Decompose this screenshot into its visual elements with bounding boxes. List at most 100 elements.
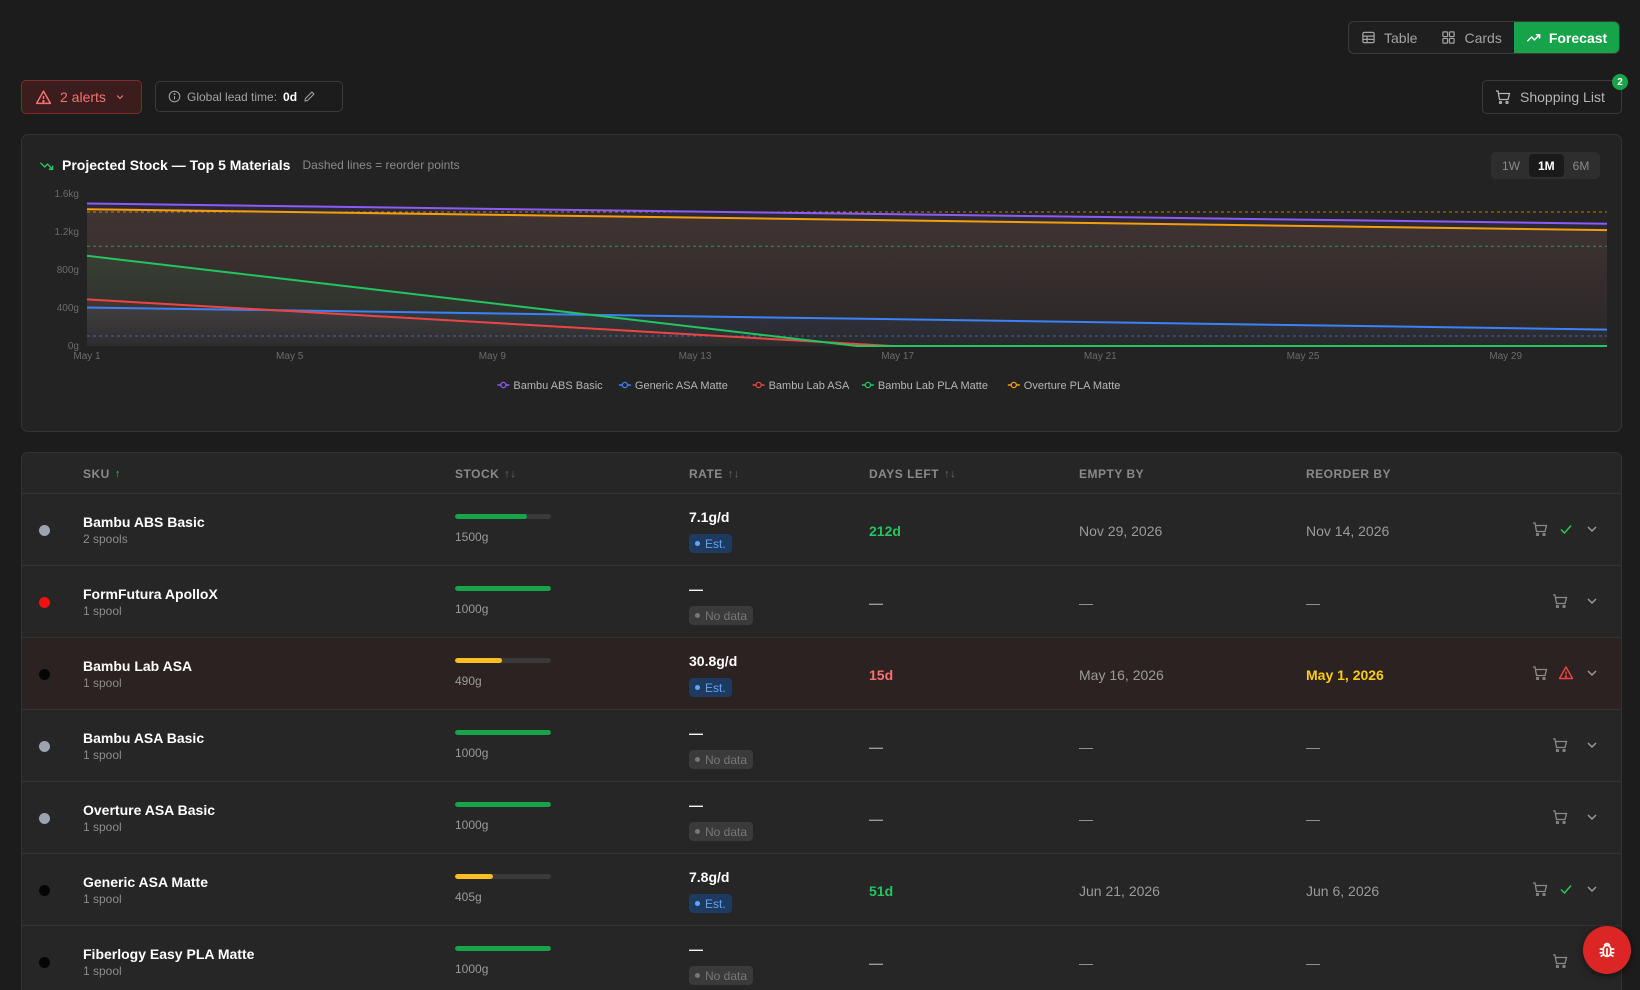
table-row[interactable]: Bambu Lab ASA 1 spool 490g 30.8g/d Est. … bbox=[22, 638, 1621, 710]
legend-label: Generic ASA Matte bbox=[635, 380, 728, 392]
chart-title: Projected Stock — Top 5 Materials bbox=[62, 157, 291, 173]
view-forecast-button[interactable]: Forecast bbox=[1513, 22, 1620, 53]
range-1m-button[interactable]: 1M bbox=[1529, 154, 1564, 177]
forecast-chart-panel: 0g 400g 800g 1.2kg 1.6kg May 1 May 5 May 9 May 1… bbox=[21, 134, 1622, 432]
lead-time-value: 0d bbox=[283, 89, 298, 104]
stock-bar-fill bbox=[455, 802, 551, 807]
chevron-down-icon[interactable] bbox=[1584, 881, 1600, 897]
add-to-cart-icon[interactable] bbox=[1552, 953, 1568, 969]
reorder-by-date: — bbox=[1306, 811, 1320, 827]
rate-value: — bbox=[689, 725, 703, 741]
range-6m-button[interactable]: 6M bbox=[1572, 158, 1590, 173]
chart-range-selector: 1W 1M 6M bbox=[1491, 152, 1601, 179]
stock-bar bbox=[455, 658, 551, 663]
alerts-label: 2 alerts bbox=[60, 89, 106, 105]
stock-bar-fill bbox=[455, 514, 527, 519]
reorder-by-date: May 1, 2026 bbox=[1306, 667, 1384, 683]
add-to-cart-icon[interactable] bbox=[1552, 737, 1568, 753]
days-left: 51d bbox=[869, 883, 894, 899]
table-row[interactable]: Overture ASA Basic 1 spool 1000g — No da… bbox=[22, 782, 1621, 854]
legend-label: Bambu Lab PLA Matte bbox=[878, 380, 988, 392]
empty-by-date: — bbox=[1079, 595, 1093, 611]
add-to-cart-icon[interactable] bbox=[1532, 521, 1548, 537]
rate-tag-label: No data bbox=[705, 824, 748, 839]
table-row[interactable]: Bambu ABS Basic 2 spools 1500g 7.1g/d Es… bbox=[22, 494, 1621, 566]
stock-value: 490g bbox=[455, 674, 482, 688]
x-tick-label: May 5 bbox=[276, 351, 304, 362]
stock-bar-fill bbox=[455, 586, 551, 591]
chevron-down-icon[interactable] bbox=[1584, 593, 1600, 609]
table-row[interactable]: Generic ASA Matte 1 spool 405g 7.8g/d Es… bbox=[22, 854, 1621, 926]
table-row[interactable]: FormFutura ApolloX 1 spool 1000g — No da… bbox=[22, 566, 1621, 638]
add-to-cart-icon[interactable] bbox=[1552, 809, 1568, 825]
range-1w-button[interactable]: 1W bbox=[1502, 158, 1520, 173]
header-rate[interactable]: RATE ↑↓ bbox=[689, 467, 740, 481]
header-empty-by: EMPTY BY bbox=[1079, 467, 1144, 481]
sku-name: Fiberlogy Easy PLA Matte bbox=[83, 946, 255, 962]
sort-asc-icon: ↑ bbox=[114, 468, 121, 480]
reorder-by-date: — bbox=[1306, 739, 1320, 755]
add-to-cart-icon[interactable] bbox=[1552, 593, 1568, 609]
rate-tag-label: Est. bbox=[705, 536, 726, 551]
alerts-dropdown-button[interactable]: 2 alerts bbox=[21, 80, 142, 114]
rate-value: — bbox=[689, 941, 703, 957]
reorder-by-date: — bbox=[1306, 595, 1320, 611]
chevron-down-icon[interactable] bbox=[1584, 521, 1600, 537]
trending-down-icon bbox=[39, 161, 54, 170]
table-header: SKU ↑ STOCK ↑↓ RATE ↑↓ DAYS LEFT ↑↓ EMPTY BY… bbox=[22, 453, 1621, 494]
bug-icon bbox=[1599, 942, 1615, 958]
header-sku[interactable]: SKU ↑ bbox=[83, 467, 121, 481]
chevron-down-icon bbox=[116, 95, 124, 100]
x-tick-label: May 13 bbox=[679, 351, 712, 362]
color-swatch bbox=[39, 741, 50, 752]
table-row[interactable]: Bambu ASA Basic 1 spool 1000g — No data … bbox=[22, 710, 1621, 782]
shopping-list-count-badge: 2 bbox=[1612, 74, 1628, 90]
rate-tag-label: No data bbox=[705, 968, 748, 983]
reorder-by-date: Jun 6, 2026 bbox=[1306, 883, 1380, 899]
chevron-down-icon[interactable] bbox=[1584, 809, 1600, 825]
chevron-down-icon[interactable] bbox=[1584, 665, 1600, 681]
rate-tag: Est. bbox=[689, 678, 732, 697]
rate-value: 7.1g/d bbox=[689, 509, 730, 525]
days-left: — bbox=[869, 955, 883, 971]
trending-up-icon bbox=[1526, 33, 1541, 42]
view-cards-button[interactable]: Cards bbox=[1429, 22, 1513, 53]
cart-icon bbox=[1496, 90, 1511, 105]
x-tick-label: May 17 bbox=[881, 351, 914, 362]
empty-by-date: — bbox=[1079, 739, 1093, 755]
stock-value: 1000g bbox=[455, 602, 489, 616]
series-line bbox=[86, 208, 1608, 232]
stock-bar bbox=[455, 514, 551, 519]
spool-count: 1 spool bbox=[83, 604, 122, 618]
reorder-by-date: — bbox=[1306, 955, 1320, 971]
header-days-left-label: DAYS LEFT bbox=[869, 467, 940, 481]
header-stock[interactable]: STOCK ↑↓ bbox=[455, 467, 516, 481]
rate-tag: No data bbox=[689, 822, 754, 841]
chevron-down-icon[interactable] bbox=[1584, 737, 1600, 753]
series-line bbox=[86, 202, 1608, 225]
table-row[interactable]: Fiberlogy Easy PLA Matte 1 spool 1000g —… bbox=[22, 926, 1621, 990]
add-to-cart-icon[interactable] bbox=[1532, 665, 1548, 681]
legend-label: Bambu Lab ASA bbox=[769, 380, 850, 392]
bug-report-button[interactable] bbox=[1583, 926, 1631, 974]
view-table-button[interactable]: Table bbox=[1349, 22, 1429, 53]
header-reorder-by-label: REORDER BY bbox=[1306, 467, 1392, 481]
forecast-chart: 0g 400g 800g 1.2kg 1.6kg May 1 May 5 May 9 May 1… bbox=[55, 189, 1608, 392]
check-icon bbox=[1558, 881, 1574, 897]
grid-icon bbox=[1442, 31, 1456, 44]
stock-value: 1000g bbox=[455, 746, 489, 760]
stock-value: 1000g bbox=[455, 962, 489, 976]
stock-bar-fill bbox=[455, 658, 503, 663]
header-days-left[interactable]: DAYS LEFT ↑↓ bbox=[869, 467, 956, 481]
shopping-list-button[interactable]: Shopping List 2 bbox=[1482, 74, 1628, 114]
add-to-cart-icon[interactable] bbox=[1532, 881, 1548, 897]
empty-by-date: Jun 21, 2026 bbox=[1079, 883, 1160, 899]
x-tick-label: May 1 bbox=[73, 351, 101, 362]
y-tick-label: 1.6kg bbox=[55, 189, 79, 200]
pencil-icon[interactable] bbox=[303, 90, 316, 103]
color-swatch bbox=[39, 669, 50, 680]
rate-tag: No data bbox=[689, 966, 754, 985]
sku-name: Bambu ABS Basic bbox=[83, 514, 205, 530]
color-swatch bbox=[39, 525, 50, 536]
empty-by-date: — bbox=[1079, 955, 1093, 971]
